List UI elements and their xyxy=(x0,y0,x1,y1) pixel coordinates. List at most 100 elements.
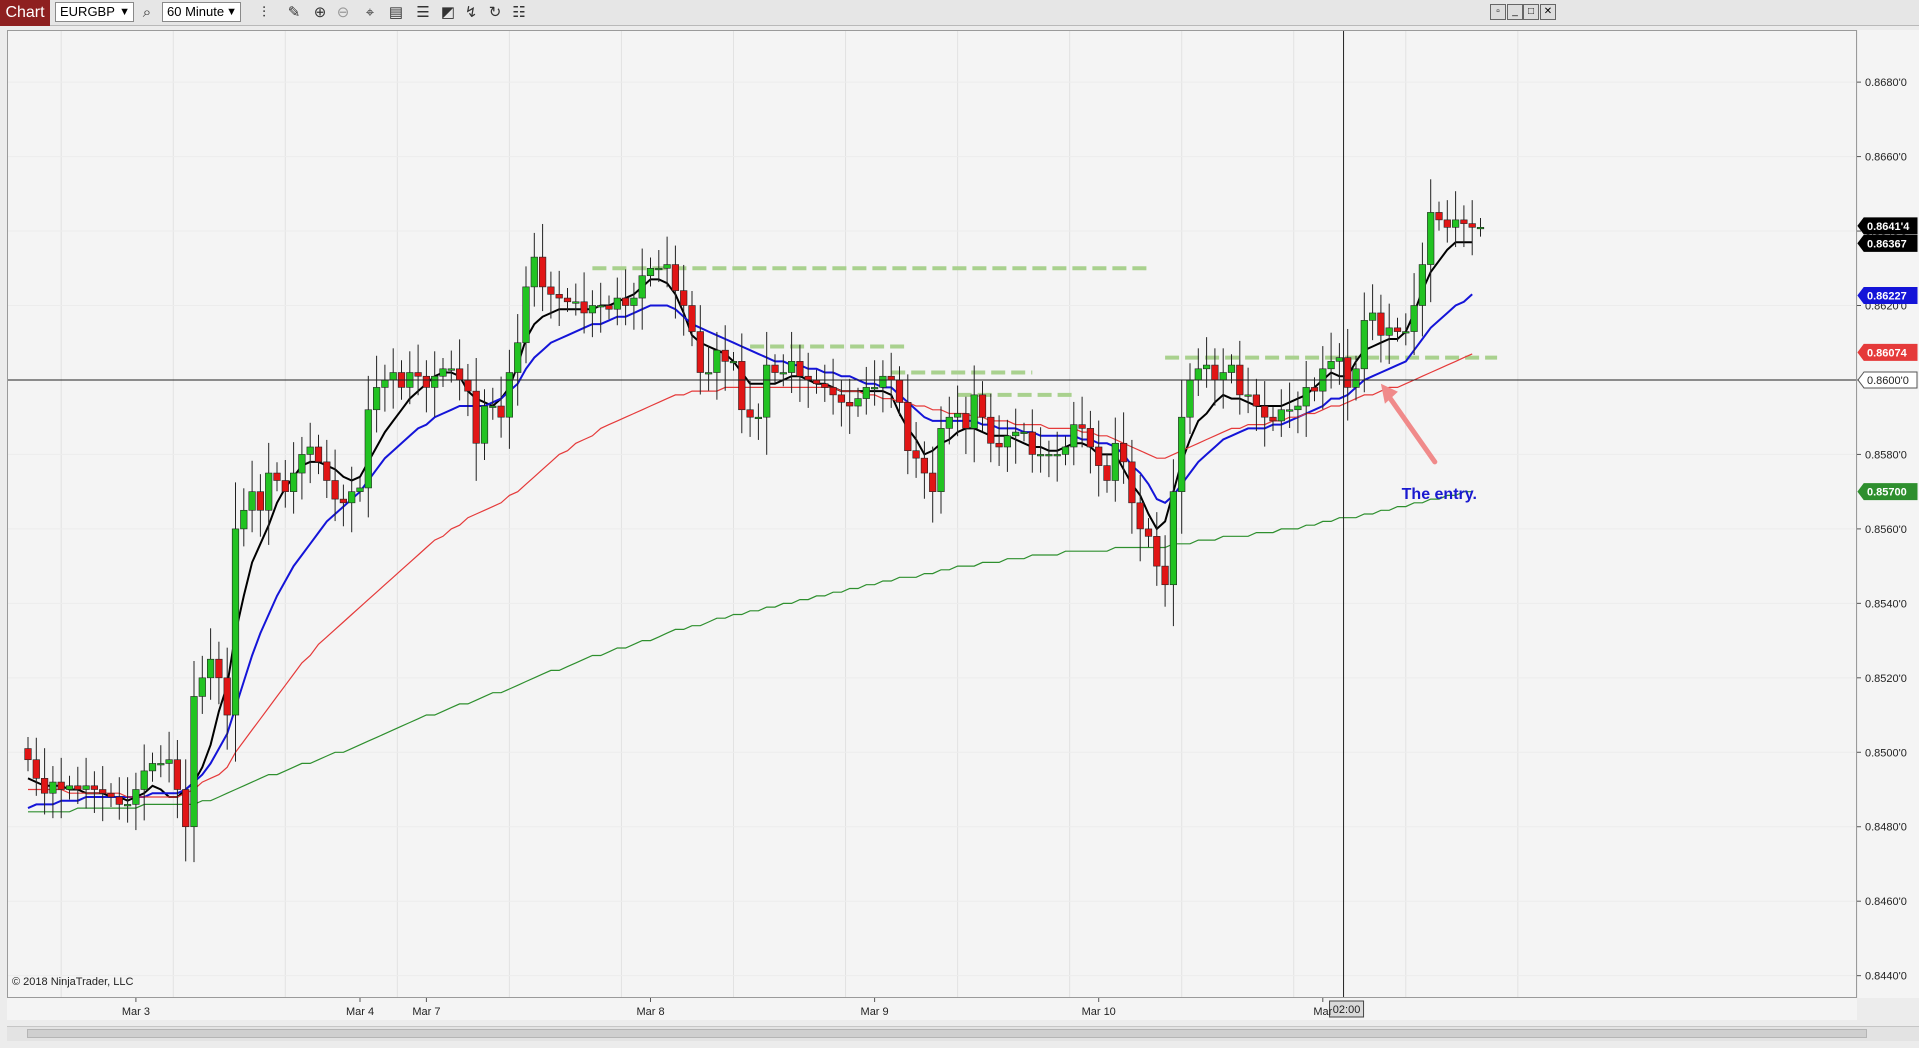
restore-icon[interactable]: ▫ xyxy=(1490,4,1506,20)
candle-down xyxy=(497,405,505,418)
instrument-selector[interactable]: EURGBP ▼ xyxy=(55,2,134,22)
chart-panel[interactable] xyxy=(7,30,1857,998)
candle-down xyxy=(1211,364,1219,381)
grid-lines xyxy=(8,31,1855,997)
candle-up xyxy=(655,267,663,271)
price-tick-label: 0.8580'0 xyxy=(1865,449,1907,461)
candle-up xyxy=(862,387,870,399)
scroll-thumb[interactable] xyxy=(27,1029,1867,1038)
candle-down xyxy=(1393,327,1402,332)
candle-up xyxy=(231,528,240,716)
maximize-icon[interactable]: □ xyxy=(1523,4,1539,20)
horizontal-scrollbar[interactable] xyxy=(7,1026,1919,1041)
candle-down xyxy=(273,472,281,481)
candle-down xyxy=(323,461,331,481)
candle-down xyxy=(904,402,912,452)
close-icon[interactable]: ✕ xyxy=(1540,4,1556,20)
candle-up xyxy=(132,789,140,805)
candle-up xyxy=(447,368,455,371)
price-badge xyxy=(1857,483,1918,501)
bar-type-icon[interactable]: ⫶ xyxy=(262,4,266,21)
candle-down xyxy=(99,789,107,794)
candle-down xyxy=(987,416,995,444)
candle-up xyxy=(530,256,538,288)
candle-up xyxy=(713,349,721,373)
price-badge-label: 0.85700 xyxy=(1867,487,1907,499)
candle-down xyxy=(1136,502,1144,530)
axis-labels: 0.8680'00.8660'00.8640'00.8620'00.8600'0… xyxy=(122,77,1907,1018)
interval-value: 60 Minute xyxy=(167,4,225,19)
candle-up xyxy=(505,372,514,418)
candle-up xyxy=(431,375,439,388)
refresh-icon[interactable]: ↻ xyxy=(488,4,502,21)
candle-up xyxy=(1402,331,1410,334)
entry-arrow-head xyxy=(1380,383,1398,404)
candle-down xyxy=(1310,387,1319,392)
candle-up xyxy=(65,785,74,790)
candle-up xyxy=(597,305,605,308)
strategies-icon[interactable]: ◩ xyxy=(440,4,456,21)
candle-down xyxy=(464,379,472,392)
candle-up xyxy=(1186,379,1194,418)
price-tick-label: 0.8660'0 xyxy=(1865,152,1907,164)
crosshair-icon[interactable]: ⌖ xyxy=(365,4,375,21)
price-badge-label: 0.86227 xyxy=(1867,290,1907,302)
candle-up xyxy=(1294,405,1302,411)
time-axis[interactable] xyxy=(7,998,1857,1020)
candle-down xyxy=(1153,536,1161,567)
drawing-tools-icon[interactable]: ↯ xyxy=(464,4,478,21)
interval-selector[interactable]: 60 Minute ▼ xyxy=(162,2,241,22)
candles xyxy=(24,179,1485,863)
candle-up xyxy=(1369,312,1377,321)
templates-icon[interactable]: ☷ xyxy=(512,4,526,21)
properties-icon[interactable]: ▤ xyxy=(388,4,404,21)
candle-up xyxy=(1169,491,1177,586)
zoom-in-icon[interactable]: ⊕ xyxy=(313,4,327,21)
candle-down xyxy=(1443,219,1451,228)
candle-up xyxy=(1037,454,1045,457)
price-axis[interactable] xyxy=(1858,30,1919,998)
candle-up xyxy=(348,491,356,504)
zoom-out-icon[interactable]: ⊖ xyxy=(336,4,350,21)
candle-down xyxy=(1028,431,1036,455)
candle-up xyxy=(953,413,962,418)
candle-down xyxy=(887,375,895,381)
candle-up xyxy=(240,509,248,530)
chart-tab[interactable]: Chart xyxy=(0,0,50,26)
magnifier-icon[interactable]: ⌕ xyxy=(142,4,152,21)
candle-up xyxy=(306,446,314,455)
price-badge-label: 0.86367 xyxy=(1867,238,1907,250)
crosshair-time-label: 02:00 xyxy=(1333,1004,1361,1016)
candle-down xyxy=(796,361,804,377)
candle-down xyxy=(929,472,937,492)
candle-up xyxy=(787,361,796,373)
candle-up xyxy=(763,364,771,418)
candle-up xyxy=(1070,424,1078,448)
candle-down xyxy=(1460,219,1468,224)
candle-up xyxy=(372,387,381,411)
price-badges: 0.8641'4 0.86367 0.86227 0.86074 0.8600'0 0.8… xyxy=(1857,217,1918,501)
pencil-icon[interactable]: ✎ xyxy=(287,4,301,21)
candle-down xyxy=(812,379,821,384)
time-tick-label: Mar 10 xyxy=(1082,1006,1116,1018)
minimize-icon[interactable]: _ xyxy=(1507,4,1523,20)
candle-down xyxy=(1078,424,1086,429)
candle-down xyxy=(738,361,746,411)
candle-up xyxy=(937,428,945,492)
data-series-icon[interactable]: ☰ xyxy=(416,4,430,21)
candle-up xyxy=(439,368,447,377)
candle-up xyxy=(1219,372,1227,381)
instrument-value: EURGBP xyxy=(60,4,115,19)
copyright-notice: © 2018 NinjaTrader, LLC xyxy=(12,976,134,988)
candle-down xyxy=(771,364,779,373)
price-badge-label: 0.86074 xyxy=(1867,347,1908,359)
candle-down xyxy=(538,256,547,288)
candle-up xyxy=(148,763,157,772)
candle-up xyxy=(1053,454,1061,457)
candle-up xyxy=(1286,409,1294,412)
candle-down xyxy=(1468,223,1476,228)
candle-up xyxy=(704,372,713,375)
candle-up xyxy=(1178,416,1186,492)
candle-down xyxy=(688,305,696,332)
candle-down xyxy=(223,677,231,716)
